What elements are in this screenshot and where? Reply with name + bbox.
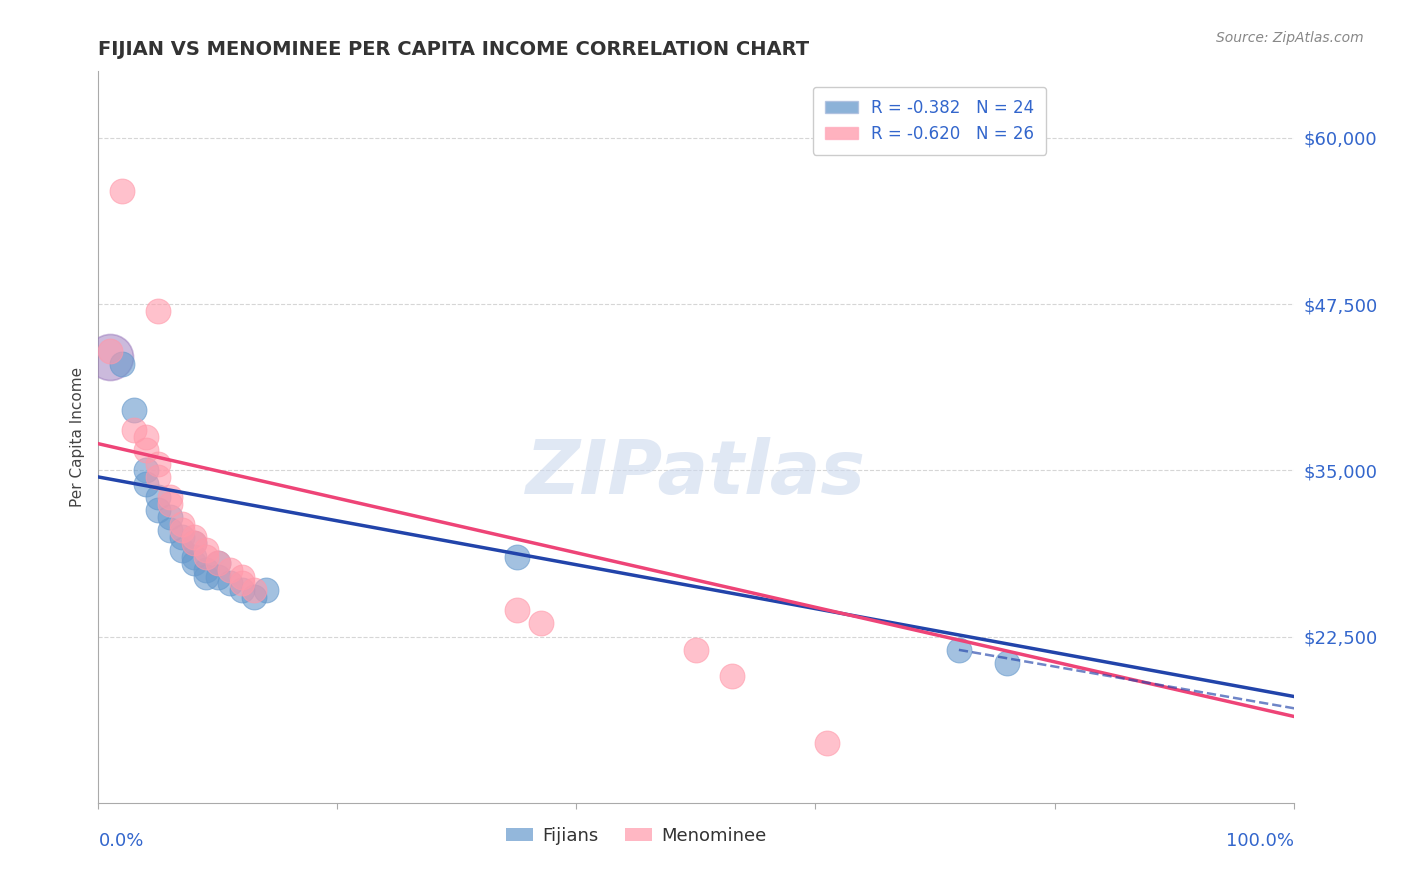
Point bbox=[148, 303, 170, 318]
Point bbox=[148, 470, 170, 484]
Text: ZIPatlas: ZIPatlas bbox=[526, 437, 866, 510]
Point bbox=[195, 563, 218, 577]
Point bbox=[254, 582, 277, 597]
Point bbox=[148, 457, 170, 471]
Point bbox=[219, 563, 242, 577]
Point bbox=[530, 616, 553, 631]
Point bbox=[159, 523, 181, 537]
Point bbox=[172, 516, 194, 531]
Point bbox=[948, 643, 970, 657]
Point bbox=[124, 403, 146, 417]
Point bbox=[219, 576, 242, 591]
Point bbox=[183, 536, 205, 550]
Point bbox=[506, 603, 529, 617]
Point bbox=[506, 549, 529, 564]
Point bbox=[148, 490, 170, 504]
Point bbox=[124, 424, 146, 438]
Text: FIJIAN VS MENOMINEE PER CAPITA INCOME CORRELATION CHART: FIJIAN VS MENOMINEE PER CAPITA INCOME CO… bbox=[98, 39, 810, 59]
Point bbox=[207, 557, 229, 571]
Point bbox=[183, 530, 205, 544]
Point bbox=[183, 557, 205, 571]
Point bbox=[98, 351, 122, 365]
Point bbox=[183, 536, 205, 550]
Point bbox=[685, 643, 707, 657]
Point bbox=[135, 430, 157, 444]
Point bbox=[995, 656, 1018, 670]
Point bbox=[243, 590, 266, 604]
Text: 0.0%: 0.0% bbox=[98, 832, 143, 850]
Point bbox=[111, 184, 134, 198]
Point bbox=[135, 443, 157, 458]
Legend: Fijians, Menominee: Fijians, Menominee bbox=[499, 820, 773, 852]
Text: Source: ZipAtlas.com: Source: ZipAtlas.com bbox=[1216, 31, 1364, 45]
Point bbox=[159, 490, 181, 504]
Text: 100.0%: 100.0% bbox=[1226, 832, 1294, 850]
Point bbox=[721, 669, 744, 683]
Point bbox=[231, 582, 253, 597]
Point bbox=[243, 582, 266, 597]
Point bbox=[98, 343, 122, 358]
Point bbox=[207, 557, 229, 571]
Point bbox=[135, 476, 157, 491]
Point bbox=[111, 357, 134, 371]
Point bbox=[815, 736, 838, 750]
Point bbox=[231, 570, 253, 584]
Point bbox=[172, 530, 194, 544]
Point bbox=[135, 463, 157, 477]
Y-axis label: Per Capita Income: Per Capita Income bbox=[70, 367, 86, 508]
Point bbox=[159, 497, 181, 511]
Point bbox=[195, 549, 218, 564]
Point bbox=[183, 549, 205, 564]
Point bbox=[207, 570, 229, 584]
Point bbox=[172, 523, 194, 537]
Point bbox=[159, 509, 181, 524]
Point bbox=[148, 503, 170, 517]
Point bbox=[172, 543, 194, 558]
Point bbox=[195, 570, 218, 584]
Point bbox=[195, 543, 218, 558]
Point bbox=[231, 576, 253, 591]
